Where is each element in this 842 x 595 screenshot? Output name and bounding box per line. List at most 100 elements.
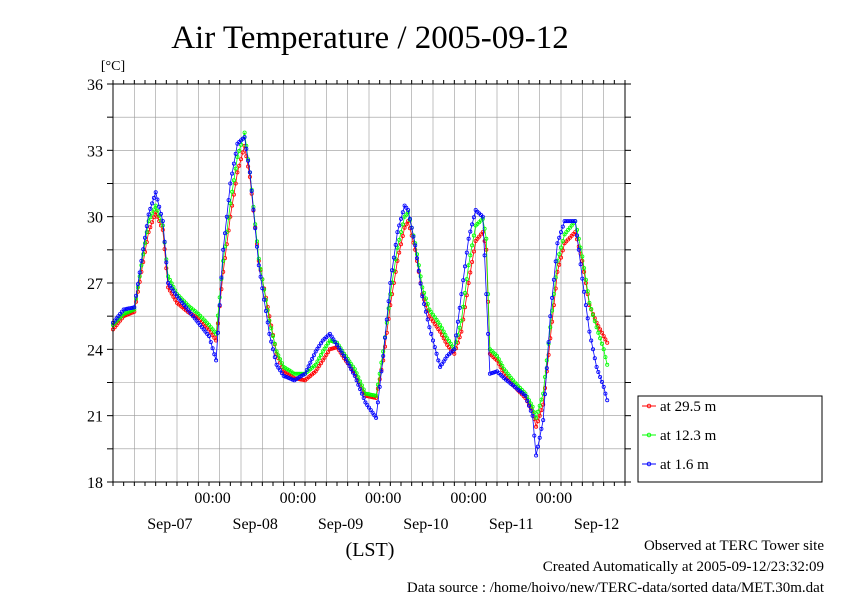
data-point bbox=[402, 225, 407, 230]
x-midnight-label: 00:00 bbox=[450, 490, 486, 507]
data-point bbox=[445, 336, 450, 341]
data-point bbox=[327, 338, 332, 343]
data-point bbox=[525, 398, 530, 403]
data-point bbox=[543, 374, 548, 379]
data-point bbox=[363, 400, 368, 405]
data-point bbox=[429, 331, 434, 336]
y-tick-label: 24 bbox=[87, 342, 103, 359]
data-point bbox=[379, 369, 384, 374]
data-point bbox=[169, 286, 174, 291]
data-point bbox=[270, 334, 275, 339]
data-point bbox=[365, 402, 370, 407]
x-midnight-label: 00:00 bbox=[536, 490, 572, 507]
data-point bbox=[470, 222, 475, 227]
data-point bbox=[224, 214, 229, 219]
data-point bbox=[267, 314, 272, 319]
data-point bbox=[127, 306, 132, 311]
data-point bbox=[246, 158, 251, 163]
data-point bbox=[430, 319, 435, 324]
data-point bbox=[432, 345, 437, 350]
data-point bbox=[315, 346, 320, 351]
data-point bbox=[347, 363, 352, 368]
data-point bbox=[173, 297, 178, 302]
x-date-label: Sep-07 bbox=[147, 516, 192, 533]
data-point bbox=[356, 382, 361, 387]
data-point bbox=[249, 188, 254, 193]
x-date-label: Sep-12 bbox=[574, 516, 619, 533]
data-point bbox=[480, 214, 485, 219]
data-point bbox=[407, 216, 412, 221]
data-point bbox=[263, 308, 268, 313]
data-point bbox=[359, 383, 364, 388]
data-point bbox=[423, 296, 428, 301]
data-point bbox=[366, 405, 371, 410]
data-point bbox=[454, 333, 459, 338]
data-point bbox=[135, 289, 140, 294]
series-layer bbox=[111, 130, 610, 458]
data-point bbox=[535, 409, 540, 414]
footer-created: Created Automatically at 2005-09-12/23:3… bbox=[543, 559, 824, 575]
data-point bbox=[550, 295, 555, 300]
data-point bbox=[274, 362, 279, 367]
data-point bbox=[157, 204, 162, 209]
data-point bbox=[276, 353, 281, 358]
data-point bbox=[375, 400, 380, 405]
data-point bbox=[480, 230, 485, 235]
data-point bbox=[233, 181, 238, 186]
data-point bbox=[382, 335, 387, 340]
data-point bbox=[452, 351, 457, 356]
data-point bbox=[246, 164, 251, 169]
data-point bbox=[374, 393, 379, 398]
data-point bbox=[311, 353, 316, 358]
data-point bbox=[262, 297, 267, 302]
x-midnight-label: 00:00 bbox=[194, 490, 230, 507]
data-point bbox=[142, 241, 147, 246]
data-point bbox=[555, 241, 560, 246]
data-point bbox=[256, 256, 261, 261]
data-point bbox=[420, 285, 425, 290]
data-point bbox=[455, 319, 460, 324]
data-point bbox=[221, 247, 226, 252]
y-tick-label: 18 bbox=[87, 475, 103, 492]
data-point bbox=[141, 252, 146, 257]
data-point bbox=[482, 253, 487, 258]
x-midnight-label: 00:00 bbox=[365, 490, 401, 507]
data-point bbox=[443, 332, 448, 337]
data-point bbox=[334, 342, 339, 347]
data-point bbox=[150, 201, 155, 206]
data-point bbox=[244, 146, 249, 151]
data-point bbox=[132, 305, 137, 310]
data-point bbox=[397, 237, 402, 242]
data-point bbox=[468, 229, 473, 234]
data-point bbox=[541, 402, 546, 407]
data-point bbox=[237, 163, 242, 168]
data-point bbox=[269, 326, 274, 331]
data-point bbox=[155, 208, 160, 213]
data-point bbox=[267, 331, 272, 336]
data-point bbox=[432, 321, 437, 326]
data-point bbox=[315, 366, 320, 371]
x-date-label: Sep-08 bbox=[233, 516, 278, 533]
data-point bbox=[487, 371, 492, 376]
data-point bbox=[457, 325, 462, 330]
data-point bbox=[384, 317, 389, 322]
data-point bbox=[269, 339, 274, 344]
data-point bbox=[461, 278, 466, 283]
data-point bbox=[315, 359, 320, 364]
data-point bbox=[592, 356, 597, 361]
data-point bbox=[498, 360, 503, 365]
data-point bbox=[436, 327, 441, 332]
data-point bbox=[286, 376, 291, 381]
data-point bbox=[429, 310, 434, 315]
data-point bbox=[235, 154, 240, 159]
data-point bbox=[340, 351, 345, 356]
data-point bbox=[397, 223, 402, 228]
data-point bbox=[543, 392, 548, 397]
data-point bbox=[247, 170, 252, 175]
data-point bbox=[134, 293, 139, 298]
data-point bbox=[494, 353, 499, 358]
data-point bbox=[583, 303, 588, 308]
data-point bbox=[468, 270, 473, 275]
data-point bbox=[493, 369, 498, 374]
data-point bbox=[462, 264, 467, 269]
